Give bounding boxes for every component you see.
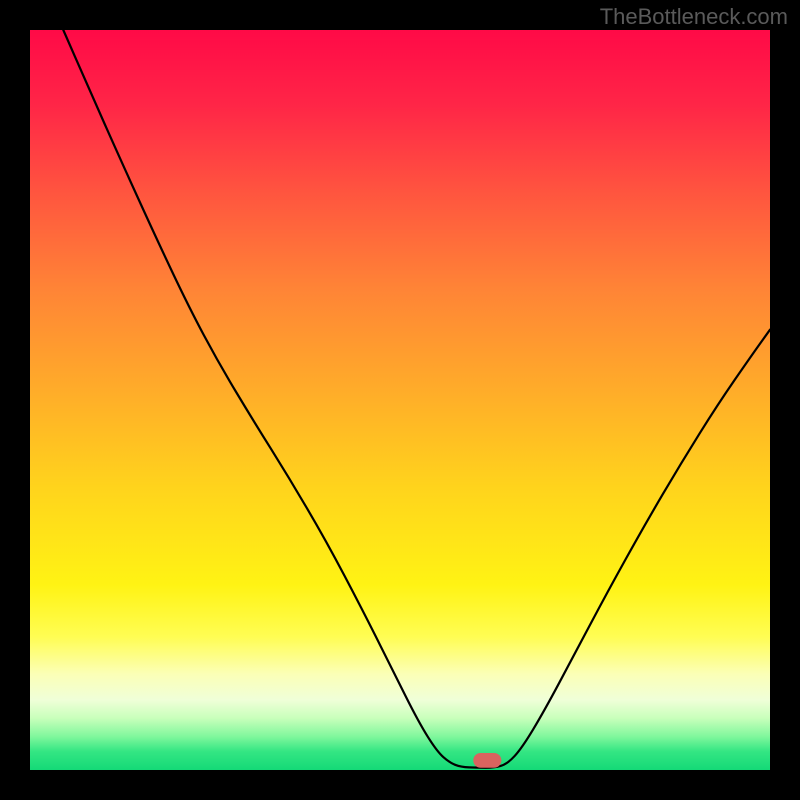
- watermark-text: TheBottleneck.com: [600, 4, 788, 30]
- bottleneck-chart: TheBottleneck.com: [0, 0, 800, 800]
- chart-plot-background: [30, 30, 770, 770]
- target-marker: [473, 753, 501, 768]
- chart-svg: [0, 0, 800, 800]
